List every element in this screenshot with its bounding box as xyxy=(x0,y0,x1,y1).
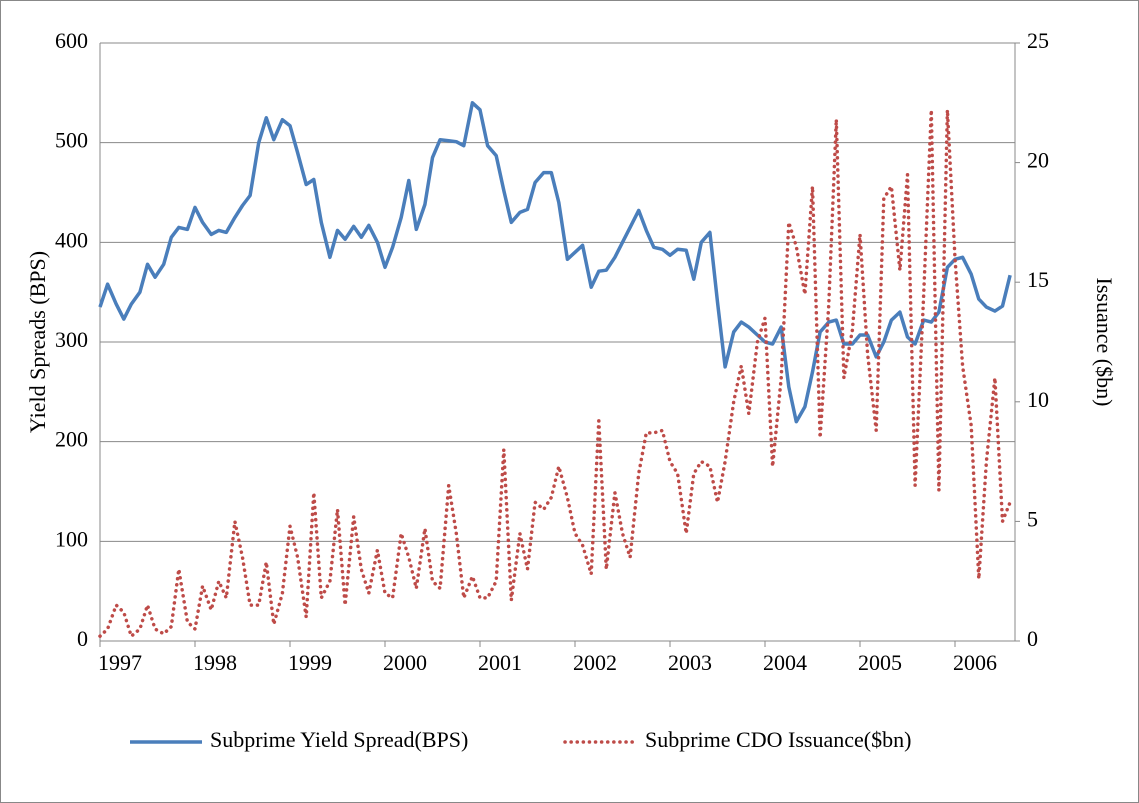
x-tick-label: 1998 xyxy=(193,650,237,675)
y2-tick-label: 0 xyxy=(1027,626,1038,651)
x-tick-label: 2005 xyxy=(858,650,902,675)
x-tick-label: 1997 xyxy=(98,650,142,675)
x-tick-label: 2006 xyxy=(953,650,997,675)
y2-tick-label: 25 xyxy=(1027,28,1049,53)
y2-axis-title: Issuance ($bn) xyxy=(1092,278,1117,407)
series-line xyxy=(98,108,1012,638)
y-tick-label: 300 xyxy=(55,327,88,352)
x-tick-label: 2004 xyxy=(763,650,807,675)
y-tick-label: 500 xyxy=(55,128,88,153)
series-line xyxy=(98,101,1012,424)
y-tick-label: 100 xyxy=(55,526,88,551)
x-tick-label: 2003 xyxy=(668,650,712,675)
y2-tick-label: 5 xyxy=(1027,506,1038,531)
y-tick-label: 400 xyxy=(55,227,88,252)
y-axis-title: Yield Spreads (BPS) xyxy=(25,251,50,433)
legend-label: Subprime CDO Issuance($bn) xyxy=(645,727,911,752)
y-tick-label: 200 xyxy=(55,427,88,452)
y2-tick-label: 15 xyxy=(1027,267,1049,292)
y-tick-label: 0 xyxy=(77,626,88,651)
x-tick-label: 2000 xyxy=(383,650,427,675)
y2-tick-label: 10 xyxy=(1027,387,1049,412)
legend-label: Subprime Yield Spread(BPS) xyxy=(210,727,468,752)
y2-tick-label: 20 xyxy=(1027,148,1049,173)
x-tick-label: 2001 xyxy=(478,650,522,675)
y-tick-label: 600 xyxy=(55,28,88,53)
x-tick-label: 1999 xyxy=(288,650,332,675)
x-tick-label: 2002 xyxy=(573,650,617,675)
